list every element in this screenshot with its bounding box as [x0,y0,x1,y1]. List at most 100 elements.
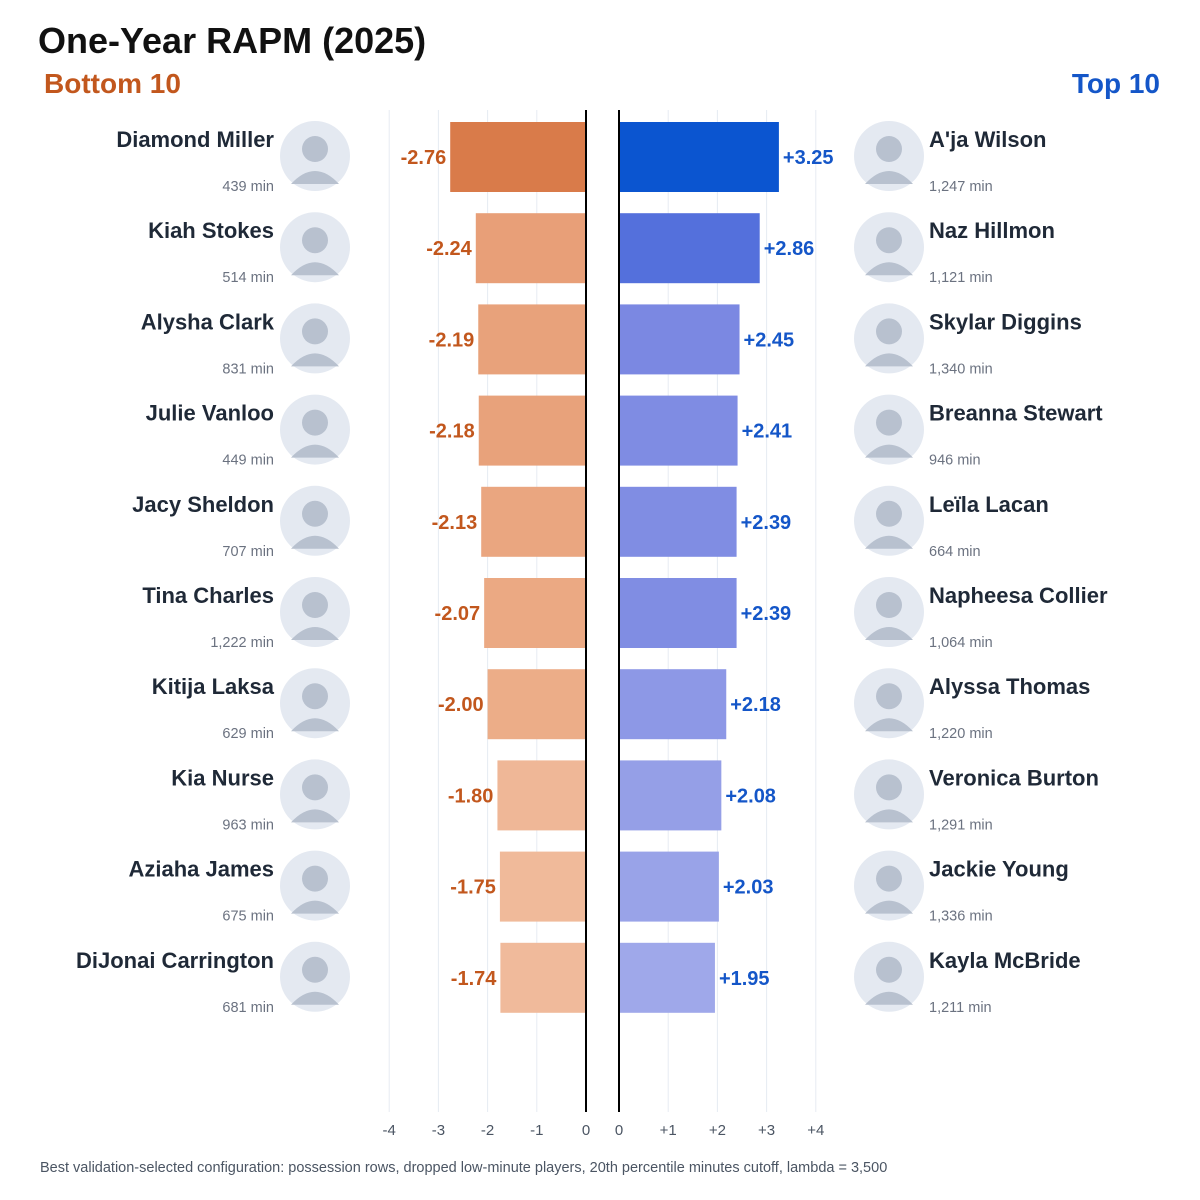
player-name: Kayla McBride [929,948,1081,973]
player-name: DiJonai Carrington [76,948,274,973]
value-label: +2.03 [723,877,774,899]
value-label: +2.39 [741,603,792,625]
player-minutes: 707 min [222,544,274,560]
x-tick-label: -3 [432,1122,445,1139]
player-name: Alysha Clark [141,309,275,334]
avatar-body-icon [291,718,339,732]
avatar-body-icon [291,353,339,367]
avatar-body-icon [865,535,913,549]
player-minutes: 1,220 min [929,726,993,742]
player-minutes: 1,211 min [929,1000,992,1016]
bar [619,669,727,740]
bar [619,122,779,192]
player-name: Veronica Burton [929,765,1099,790]
value-label: -2.18 [429,421,475,443]
value-label: +3.25 [783,147,834,169]
bar [450,122,586,192]
x-tick-label: +2 [709,1122,726,1139]
avatar-head-icon [876,136,902,162]
player-minutes: 1,222 min [210,635,274,651]
player-minutes: 963 min [222,817,274,833]
x-tick-label: 0 [582,1122,590,1139]
player-name: Naz Hillmon [929,218,1055,243]
bar [499,851,586,922]
player-minutes: 1,247 min [929,179,993,195]
footnote: Best validation-selected configuration: … [40,1160,888,1176]
avatar-head-icon [302,683,328,710]
player-minutes: 514 min [222,270,274,286]
avatar-body-icon [291,991,339,1005]
avatar-body-icon [291,809,339,823]
avatar-body-icon [865,809,913,823]
player-minutes: 946 min [929,453,981,469]
player-name: A'ja Wilson [929,127,1047,152]
bar [481,486,586,557]
player-name: Leïla Lacan [929,492,1049,517]
player-minutes: 1,336 min [929,909,993,925]
player-minutes: 664 min [929,544,981,560]
player-name: Aziaha James [128,857,274,882]
value-label: +2.08 [725,785,776,807]
player-name: Kitija Laksa [152,674,275,699]
avatar-body-icon [291,171,339,184]
bar [619,760,722,831]
player-minutes: 681 min [222,1000,274,1016]
avatar-body-icon [865,900,913,914]
avatar-head-icon [302,136,328,162]
avatar-head-icon [302,227,328,254]
avatar-body-icon [291,900,339,914]
player-name: Kia Nurse [171,765,274,790]
avatar-head-icon [302,318,328,345]
avatar-body-icon [865,444,913,458]
player-minutes: 1,340 min [929,361,993,377]
value-label: -1.74 [451,968,497,990]
player-minutes: 675 min [222,909,274,925]
avatar-body-icon [291,444,339,458]
avatar-body-icon [291,627,339,640]
chart-title: One-Year RAPM (2025) [38,20,427,61]
value-label: -2.13 [432,512,478,534]
avatar-body-icon [865,353,913,367]
player-name: Kiah Stokes [148,218,274,243]
avatar-head-icon [876,956,902,983]
bar [619,942,715,1013]
avatar-head-icon [876,227,902,254]
avatar-head-icon [302,592,328,618]
value-label: -2.24 [426,238,472,260]
x-tick-label: 0 [615,1122,623,1139]
avatar-body-icon [865,262,913,276]
avatar-head-icon [876,865,902,892]
bar [619,578,737,648]
avatar-body-icon [291,262,339,276]
avatar-head-icon [876,683,902,710]
avatar-head-icon [302,500,328,527]
x-tick-label: +4 [807,1122,824,1139]
bar [478,395,586,466]
player-name: Napheesa Collier [929,583,1108,608]
bar [487,669,586,740]
avatar-body-icon [865,627,913,640]
bar [500,942,586,1013]
player-name: Diamond Miller [116,127,274,152]
avatar-body-icon [865,171,913,184]
player-minutes: 831 min [222,361,274,377]
avatar-head-icon [302,865,328,892]
player-name: Alyssa Thomas [929,674,1090,699]
value-label: +1.95 [719,968,770,990]
player-name: Julie Vanloo [146,401,274,426]
bottom-10-heading: Bottom 10 [44,68,181,99]
x-tick-label: +3 [758,1122,775,1139]
player-name: Jacy Sheldon [132,492,274,517]
value-label: -2.00 [438,694,484,716]
bar [619,304,740,375]
x-tick-label: -4 [383,1122,396,1139]
value-label: -2.76 [401,147,447,169]
bar [497,760,586,831]
value-label: -2.07 [435,603,481,625]
player-name: Breanna Stewart [929,401,1103,426]
value-label: +2.41 [742,421,793,443]
avatar-head-icon [876,774,902,801]
avatar-body-icon [865,991,913,1005]
value-label: +2.39 [741,512,792,534]
